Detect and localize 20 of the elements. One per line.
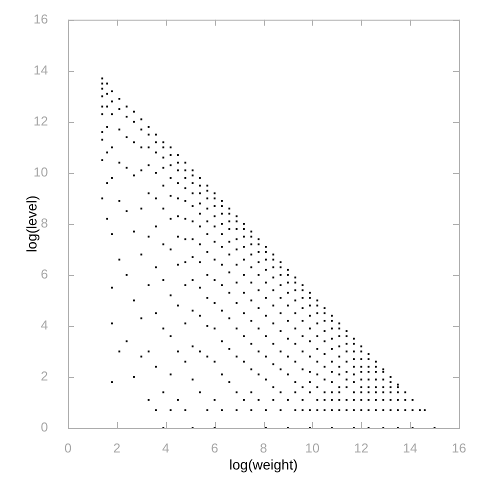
x-tick-label: 4: [162, 440, 170, 456]
y-tick-label: 2: [40, 368, 48, 384]
y-tick-label: 8: [40, 215, 48, 230]
x-tick-label: 8: [260, 440, 268, 456]
x-tick-label: 16: [452, 440, 466, 456]
x-tick-label: 10: [305, 440, 320, 456]
x-tick-label: 12: [354, 440, 368, 456]
y-tick-label: 16: [34, 11, 48, 26]
y-tick-label: 12: [34, 113, 48, 128]
x-tick-label: 2: [113, 440, 120, 456]
y-tick-label: 6: [40, 266, 48, 282]
x-tick-label: 0: [64, 440, 72, 456]
y-axis-title: log(level): [23, 195, 40, 252]
y-tick-label: 10: [34, 164, 48, 180]
x-axis-title: log(weight): [229, 456, 298, 472]
y-tick-label: 4: [40, 318, 48, 333]
y-tick-label: 0: [40, 420, 48, 435]
x-tick-label: 6: [211, 440, 218, 456]
y-tick-label: 14: [34, 62, 48, 78]
x-tick-label: 14: [402, 440, 418, 456]
